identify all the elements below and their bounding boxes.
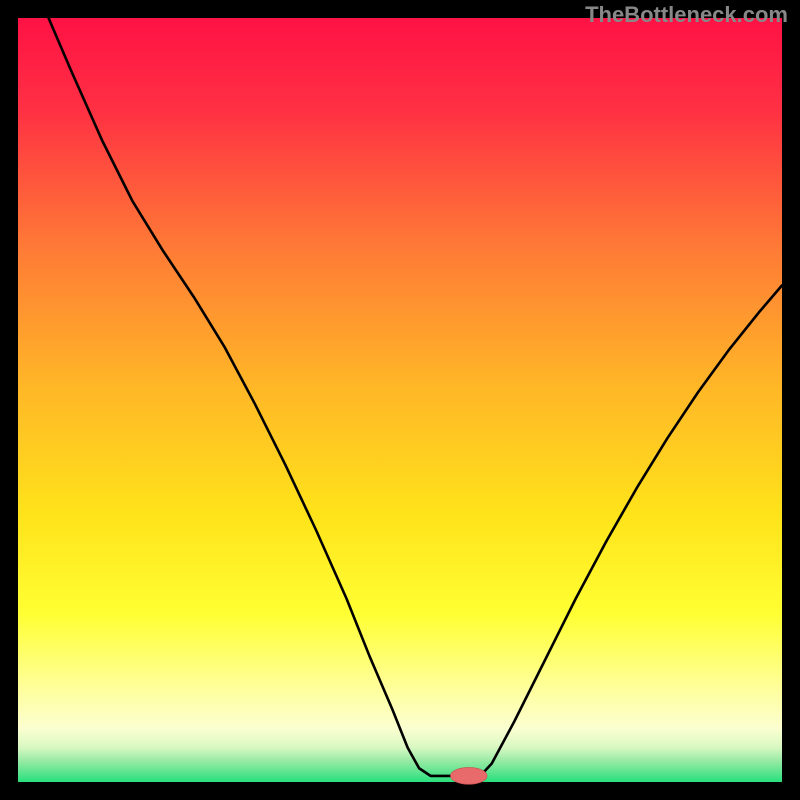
chart-background (18, 18, 782, 782)
watermark-text: TheBottleneck.com (585, 2, 788, 28)
bottleneck-chart (0, 0, 800, 800)
chart-frame: TheBottleneck.com (0, 0, 800, 800)
optimum-marker (450, 767, 487, 784)
